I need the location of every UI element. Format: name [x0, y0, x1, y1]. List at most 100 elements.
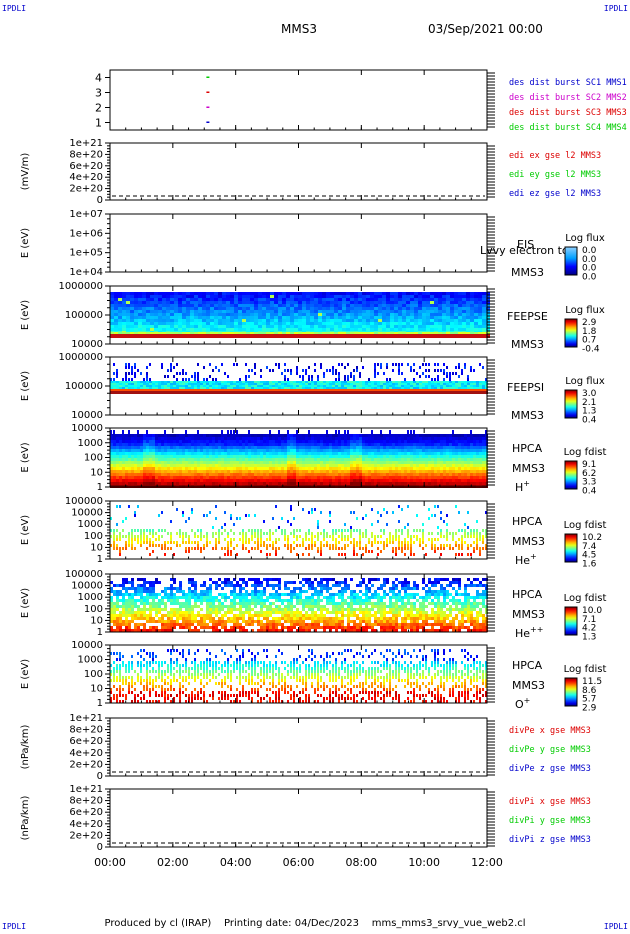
spectrogram-cell [170, 476, 173, 479]
spectrogram-cell [296, 470, 299, 473]
spectrogram-cell [269, 440, 272, 443]
spectrogram-cell [188, 446, 191, 449]
spectrogram-cell [230, 292, 234, 295]
spectrogram-cell [350, 334, 354, 338]
spectrogram-cell [334, 325, 338, 328]
spectrogram-cell [290, 385, 293, 387]
spectrogram-cell [335, 383, 338, 385]
spectrogram-cell [462, 310, 466, 313]
spectrogram-cell [116, 452, 119, 455]
spectrogram-cell [185, 455, 188, 458]
spectrogram-cell [326, 387, 329, 389]
spectrogram-cell [287, 430, 289, 434]
spectrogram-cell [478, 298, 482, 301]
spectrogram-cell [296, 437, 299, 440]
spectrogram-cell [143, 461, 146, 464]
spectrogram-cell [209, 467, 212, 470]
spectrogram-cell [178, 319, 182, 322]
spectrogram-cell [422, 476, 425, 479]
spectrogram-cell [440, 391, 443, 394]
spectrogram-cell [374, 304, 378, 307]
spectrogram-cell [428, 440, 431, 443]
spectrogram-cell [275, 363, 277, 366]
spectrogram-cell [275, 458, 278, 461]
spectrogram-cell [428, 479, 431, 482]
spectrogram-cell [392, 387, 395, 389]
spectrogram-cell [461, 381, 464, 383]
spectrogram-cell [154, 298, 158, 301]
spectrogram-cell [443, 369, 445, 372]
spectrogram-cell [298, 298, 302, 301]
spectrogram-cell [150, 292, 154, 295]
spectrogram-cell [260, 482, 263, 485]
spectrogram-cell [462, 298, 466, 301]
spectrogram-cell [370, 325, 374, 328]
spectrogram-cell [458, 301, 462, 304]
spectrogram-cell [173, 389, 176, 391]
spectrogram-cell [182, 473, 185, 476]
spectrogram-cell [206, 473, 209, 476]
spectrogram-cell [248, 391, 251, 394]
spectrogram-cell [314, 470, 317, 473]
spectrogram-cell [302, 464, 305, 467]
spectrogram-cell [128, 479, 131, 482]
spectrogram-cell [356, 437, 359, 440]
spectrogram-cell [323, 443, 326, 446]
spectrogram-cell [182, 461, 185, 464]
spectrogram-cell [395, 455, 398, 458]
spectrogram-cell [186, 313, 190, 316]
spectrogram-cell [173, 455, 176, 458]
spectrogram-cell [162, 332, 166, 334]
spectrogram-cell [113, 461, 116, 464]
spectrogram-cell [398, 385, 401, 387]
spectrogram-cell [190, 298, 194, 301]
spectrogram-cell [374, 319, 378, 322]
spectrogram-cell [131, 479, 134, 482]
spectrogram-cell [146, 381, 149, 383]
spectrogram-cell [119, 452, 122, 455]
spectrogram-cell [179, 479, 182, 482]
spectrogram-cell [318, 316, 322, 319]
spectrogram-cell [179, 455, 182, 458]
spectrogram-cell [210, 322, 214, 325]
spectrogram-cell [166, 307, 170, 310]
spectrogram-cell [258, 322, 262, 325]
spectrogram-cell [402, 307, 406, 310]
spectrogram-cell [167, 383, 170, 385]
spectrogram-cell [347, 387, 350, 389]
spectrogram-cell [198, 298, 202, 301]
spectrogram-cell [278, 313, 282, 316]
spectrogram-cell [416, 452, 419, 455]
spectrogram-cell [162, 292, 166, 295]
spectrogram-cell [354, 319, 358, 322]
spectrogram-cell [166, 332, 170, 334]
spectrogram-cell [164, 383, 167, 385]
spectrogram-cell [353, 383, 356, 385]
spectrogram-cell [410, 473, 413, 476]
spectrogram-cell [158, 316, 162, 319]
spectrogram-cell [218, 381, 221, 383]
spectrogram-cell [191, 458, 194, 461]
spectrogram-cell [332, 385, 335, 387]
colorbar-title: Log flux [565, 233, 605, 244]
spectrogram-cell [386, 295, 390, 298]
colorbar-title: Log flux [565, 305, 605, 316]
spectrogram-cell [122, 430, 124, 434]
spectrogram-cell [314, 307, 318, 310]
spectrogram-cell [413, 363, 415, 366]
spectrogram-cell [302, 316, 306, 319]
spectrogram-cell [443, 383, 446, 385]
spectrogram-cell [254, 446, 257, 449]
spectrogram-cell [254, 389, 257, 391]
spectrogram-cell [358, 298, 362, 301]
spectrogram-cell [245, 381, 248, 383]
corner-label-bottom-right: IPDLI [603, 922, 628, 931]
spectrogram-cell [130, 304, 134, 307]
spectrogram-cell [161, 363, 163, 366]
spectrogram-cell [323, 434, 326, 437]
spectrogram-cell [317, 476, 320, 479]
spectrogram-cell [128, 443, 131, 446]
spectrogram-cell [173, 476, 176, 479]
spectrogram-cell [290, 298, 294, 301]
spectrogram-cell [266, 313, 270, 316]
